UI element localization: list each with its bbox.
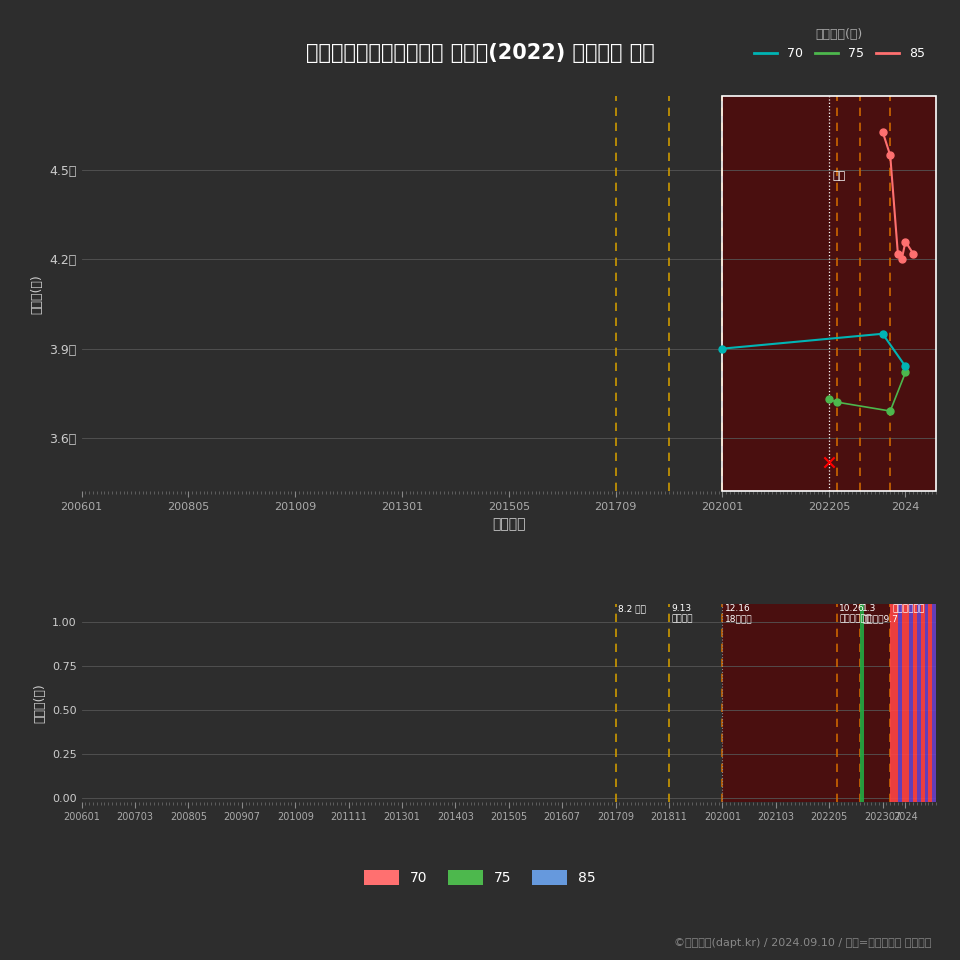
Text: 10.26
대출규제강화: 10.26 대출규제강화	[839, 604, 872, 623]
Point	[822, 454, 837, 469]
Text: 입주: 입주	[832, 171, 846, 181]
Y-axis label: 매매가(원): 매매가(원)	[31, 274, 44, 314]
Bar	[905, 604, 909, 802]
Text: 12.16
18차대책: 12.16 18차대책	[725, 604, 753, 623]
Bar	[928, 604, 932, 802]
Legend: 70, 75, 85: 70, 75, 85	[358, 865, 602, 891]
Y-axis label: 거래량(건): 거래량(건)	[34, 683, 46, 723]
Bar	[722, 96, 936, 492]
Bar	[890, 604, 894, 802]
Text: 특례대출축소: 특례대출축소	[893, 604, 924, 612]
Bar	[909, 604, 913, 802]
Bar	[722, 604, 936, 802]
Text: ©디아파트(dapt.kr) / 2024.09.10 / 자료=국토교통부 실거래가: ©디아파트(dapt.kr) / 2024.09.10 / 자료=국토교통부 실…	[674, 939, 931, 948]
X-axis label: 거래년월: 거래년월	[492, 517, 525, 531]
Bar	[894, 604, 898, 802]
Bar	[917, 604, 921, 802]
Bar	[932, 604, 936, 802]
Bar	[722, 96, 936, 492]
Bar	[901, 604, 905, 802]
Bar	[898, 604, 901, 802]
Bar	[924, 604, 928, 802]
Bar	[913, 604, 917, 802]
Text: 9.13
종합대책: 9.13 종합대책	[671, 604, 693, 623]
Legend: 70, 75, 85: 70, 75, 85	[749, 23, 929, 65]
Bar	[921, 604, 924, 802]
Text: 8.2 대책: 8.2 대책	[618, 604, 646, 612]
Bar	[860, 604, 864, 802]
Text: 1.3
규제완화9.7: 1.3 규제완화9.7	[862, 604, 898, 623]
Text: 화원파크뷰우방아이유쉘 아파트(2022) 매매가격 변화: 화원파크뷰우방아이유쉘 아파트(2022) 매매가격 변화	[305, 43, 655, 63]
